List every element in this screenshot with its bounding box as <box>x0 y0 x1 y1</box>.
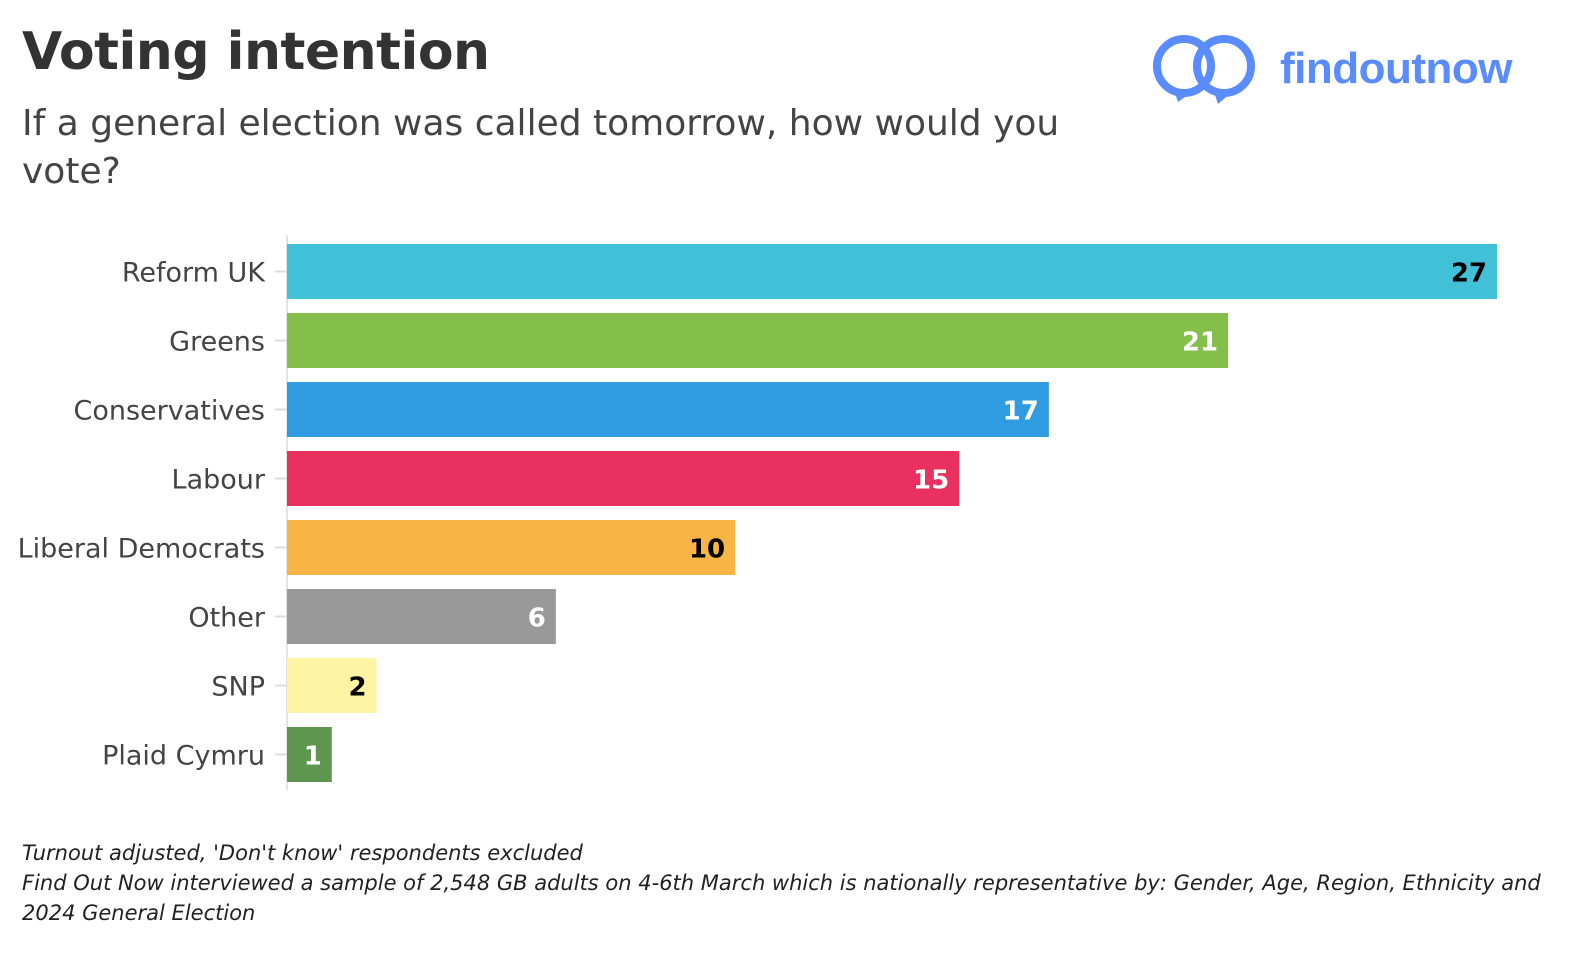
findoutnow-logo: findoutnow <box>1152 32 1513 106</box>
category-label: Other <box>188 603 266 634</box>
data-label: 15 <box>913 466 949 496</box>
category-label: Liberal Democrats <box>18 534 265 565</box>
category-label: Conservatives <box>73 396 265 427</box>
footnote-methodology: Find Out Now interviewed a sample of 2,5… <box>22 871 1541 925</box>
data-label: 2 <box>349 673 367 703</box>
bar <box>287 658 377 713</box>
bar <box>287 451 960 506</box>
footnotes: Turnout adjusted, 'Don't know' responden… <box>22 838 1562 928</box>
bar <box>287 313 1229 368</box>
data-label: 10 <box>689 535 725 565</box>
category-label: Greens <box>169 327 265 358</box>
data-label: 21 <box>1182 328 1218 358</box>
category-label: SNP <box>211 672 265 703</box>
category-label: Reform UK <box>122 258 266 289</box>
data-label: 27 <box>1451 259 1487 289</box>
chart-subtitle: If a general election was called tomorro… <box>22 103 1060 192</box>
data-label: 17 <box>1003 397 1039 427</box>
category-label: Labour <box>172 465 266 496</box>
footnote-turnout: Turnout adjusted, 'Don't know' responden… <box>22 841 583 865</box>
logo-text: findoutnow <box>1280 44 1513 93</box>
two-speech-rings-icon <box>1153 35 1255 104</box>
bar <box>287 589 556 644</box>
bar <box>287 727 332 782</box>
data-label: 6 <box>528 604 546 634</box>
category-label: Plaid Cymru <box>102 741 265 772</box>
bar <box>287 520 736 575</box>
data-label: 1 <box>304 742 322 772</box>
bar <box>287 244 1497 299</box>
bar <box>287 382 1049 437</box>
chart-title: Voting intention <box>22 22 490 82</box>
